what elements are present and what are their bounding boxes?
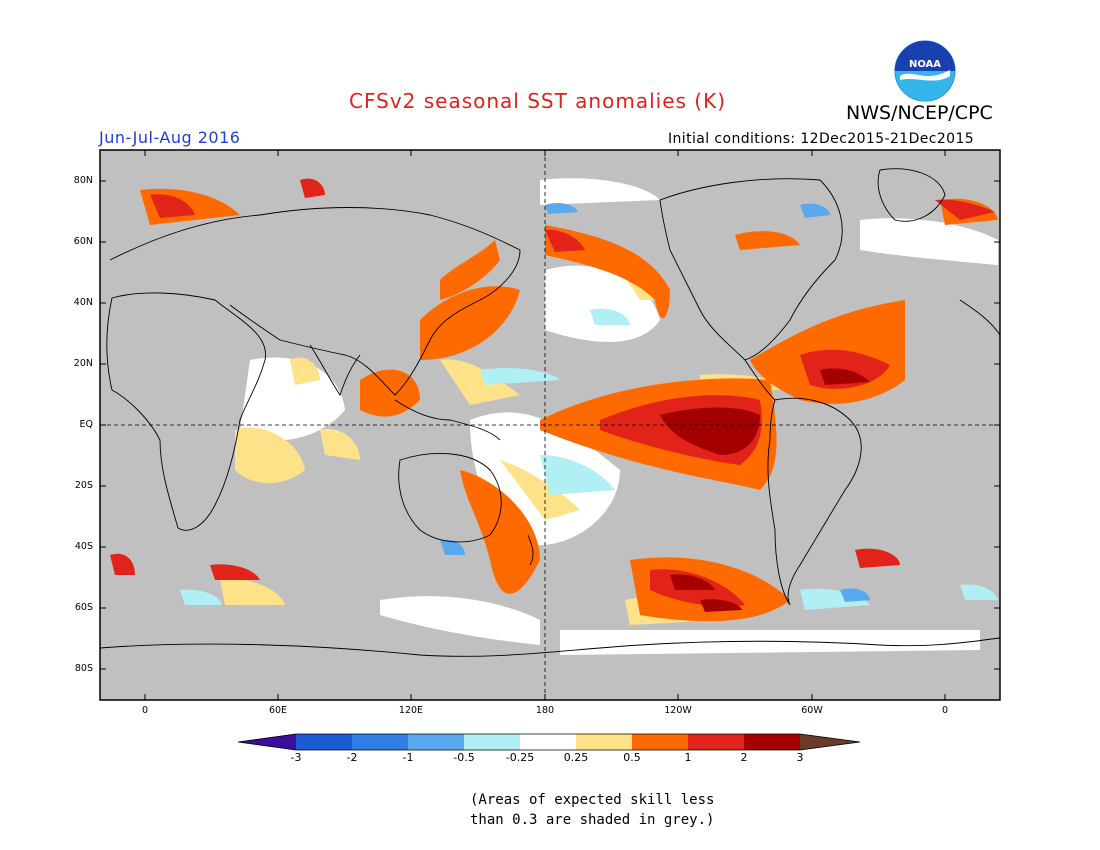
colorbar-segment	[800, 734, 860, 750]
colorbar-label: -3	[290, 751, 302, 764]
colorbar-label: 3	[796, 751, 804, 764]
lat-label: EQ	[79, 419, 93, 430]
cool-05-regions	[440, 202, 870, 602]
lat-label: 80N	[73, 175, 93, 186]
colorbar-segment	[744, 734, 800, 750]
lat-label: 40N	[73, 297, 93, 308]
lat-label: 20N	[73, 358, 93, 369]
lon-label: 0	[141, 705, 149, 716]
cool-025-regions	[180, 308, 998, 610]
initial-conditions-label: Initial conditions: 12Dec2015-21Dec2015	[668, 131, 975, 147]
colorbar-segment	[352, 734, 408, 750]
lon-label: 180	[535, 705, 555, 716]
lat-label: 60N	[73, 236, 93, 247]
noaa-logo: NOAA	[894, 40, 956, 102]
colorbar-label: 1	[684, 751, 692, 764]
lon-label: 120W	[664, 705, 692, 716]
skill-footnote: (Areas of expected skill less than 0.3 a…	[470, 790, 714, 830]
colorbar	[238, 733, 861, 751]
colorbar-label: -2	[346, 751, 358, 764]
map-title: CFSv2 seasonal SST anomalies (K)	[349, 89, 726, 113]
colorbar-label: 0.25	[563, 751, 589, 764]
agency-label: NWS/NCEP/CPC	[846, 102, 993, 124]
lat-label: 60S	[74, 602, 93, 613]
colorbar-segment	[464, 734, 520, 750]
lat-label: 20S	[74, 480, 93, 491]
lon-label: 120E	[398, 705, 424, 716]
colorbar-label: 2	[740, 751, 748, 764]
footnote-line: than 0.3 are shaded in grey.)	[470, 812, 715, 828]
lat-label: 80S	[74, 663, 93, 674]
colorbar-segment	[688, 734, 744, 750]
colorbar-segment	[238, 734, 296, 750]
footnote-line: (Areas of expected skill less	[470, 792, 715, 808]
logo-text: NOAA	[909, 59, 941, 70]
colorbar-label: -1	[402, 751, 414, 764]
axis-ticks	[100, 150, 1000, 700]
lon-label: 60W	[801, 705, 823, 716]
colorbar-segment	[576, 734, 632, 750]
warm-2-regions	[660, 368, 870, 612]
colorbar-segment	[296, 734, 352, 750]
colorbar-segment	[632, 734, 688, 750]
lon-label: 0	[941, 705, 949, 716]
coastlines	[100, 168, 1000, 657]
colorbar-segment	[408, 734, 464, 750]
colorbar-segment	[520, 734, 576, 750]
season-label: Jun-Jul-Aug 2016	[99, 128, 241, 147]
colorbar-label: 0.5	[623, 751, 641, 764]
lat-label: 40S	[74, 541, 93, 552]
colorbar-label: -0.5	[453, 751, 475, 764]
lon-label: 60E	[268, 705, 288, 716]
colorbar-label: -0.25	[505, 751, 535, 764]
